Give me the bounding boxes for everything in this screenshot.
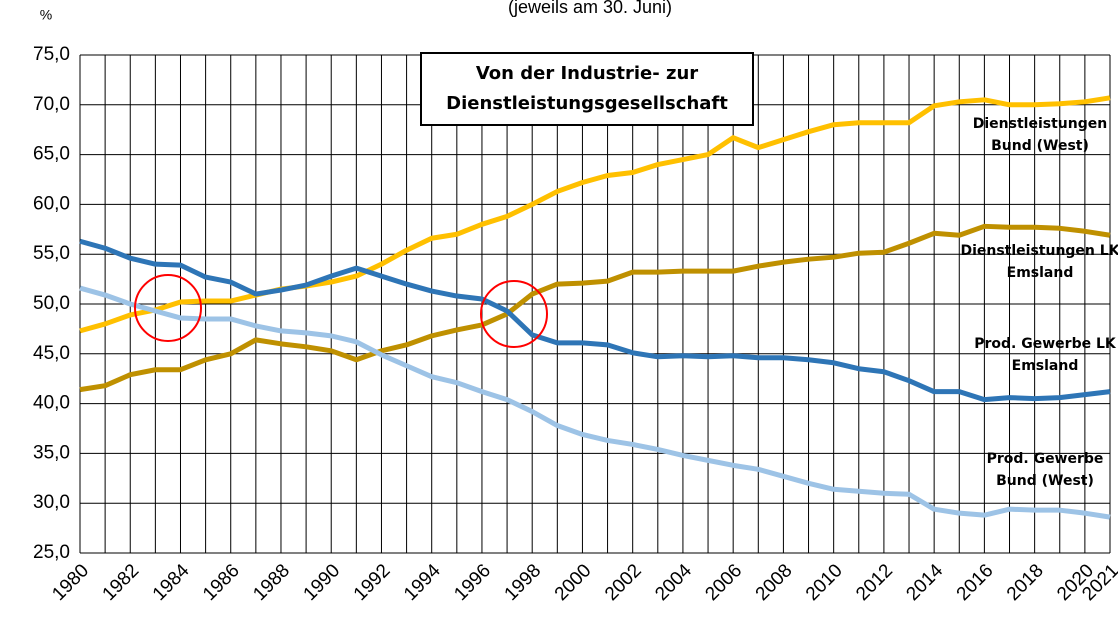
x-tick-label: 1986 <box>199 560 244 605</box>
series-line <box>79 238 1111 403</box>
y-tick-label: 75,0 <box>33 44 70 65</box>
series-label: Dienstleistungen LK Emsland <box>960 243 1118 281</box>
highlight-circle <box>480 280 548 348</box>
x-tick-label: 2014 <box>902 560 947 605</box>
x-tick-label: 2018 <box>1003 560 1048 605</box>
y-tick-label: 50,0 <box>33 293 70 314</box>
x-tick-label: 2002 <box>601 560 646 605</box>
x-tick-label: 1996 <box>450 560 495 605</box>
y-tick-label: 25,0 <box>33 542 70 563</box>
y-tick-label: 55,0 <box>33 243 70 264</box>
x-tick-label: 1994 <box>400 560 445 605</box>
y-tick-label: 60,0 <box>33 193 70 214</box>
y-tick-label: 45,0 <box>33 343 70 364</box>
y-tick-label: 30,0 <box>33 492 70 513</box>
series-label: Dienstleistungen Bund (West) <box>972 116 1108 154</box>
x-tick-label: 2012 <box>852 560 897 605</box>
x-tick-label: 2016 <box>953 560 998 605</box>
chart-title: Von der Industrie- zur Dienstleistungsge… <box>420 52 754 126</box>
x-tick-label: 1980 <box>48 560 93 605</box>
highlight-circle <box>134 274 202 342</box>
x-tick-label: 1984 <box>149 560 194 605</box>
y-tick-label: 70,0 <box>33 94 70 115</box>
y-tick-label: 40,0 <box>33 393 70 414</box>
x-tick-label: 1990 <box>300 560 345 605</box>
chart-subtitle: (jeweils am 30. Juni) <box>508 0 672 17</box>
y-axis-label: % <box>40 7 52 23</box>
x-tick-label: 2008 <box>752 560 797 605</box>
series-line <box>79 95 1111 334</box>
y-tick-label: 65,0 <box>33 144 70 165</box>
x-tick-label: 2004 <box>651 560 696 605</box>
x-tick-label: 2000 <box>551 560 596 605</box>
series-label: Prod. Gewerbe Bund (West) <box>986 451 1104 489</box>
series-line <box>79 285 1111 520</box>
series-label: Prod. Gewerbe LK Emsland <box>974 336 1116 374</box>
series-line <box>79 223 1111 393</box>
x-tick-label: 2010 <box>802 560 847 605</box>
x-tick-label: 2006 <box>702 560 747 605</box>
x-tick-label: 1982 <box>99 560 144 605</box>
x-tick-label: 1998 <box>501 560 546 605</box>
x-tick-label: 1992 <box>350 560 395 605</box>
x-tick-label: 1988 <box>249 560 294 605</box>
y-tick-label: 35,0 <box>33 442 70 463</box>
